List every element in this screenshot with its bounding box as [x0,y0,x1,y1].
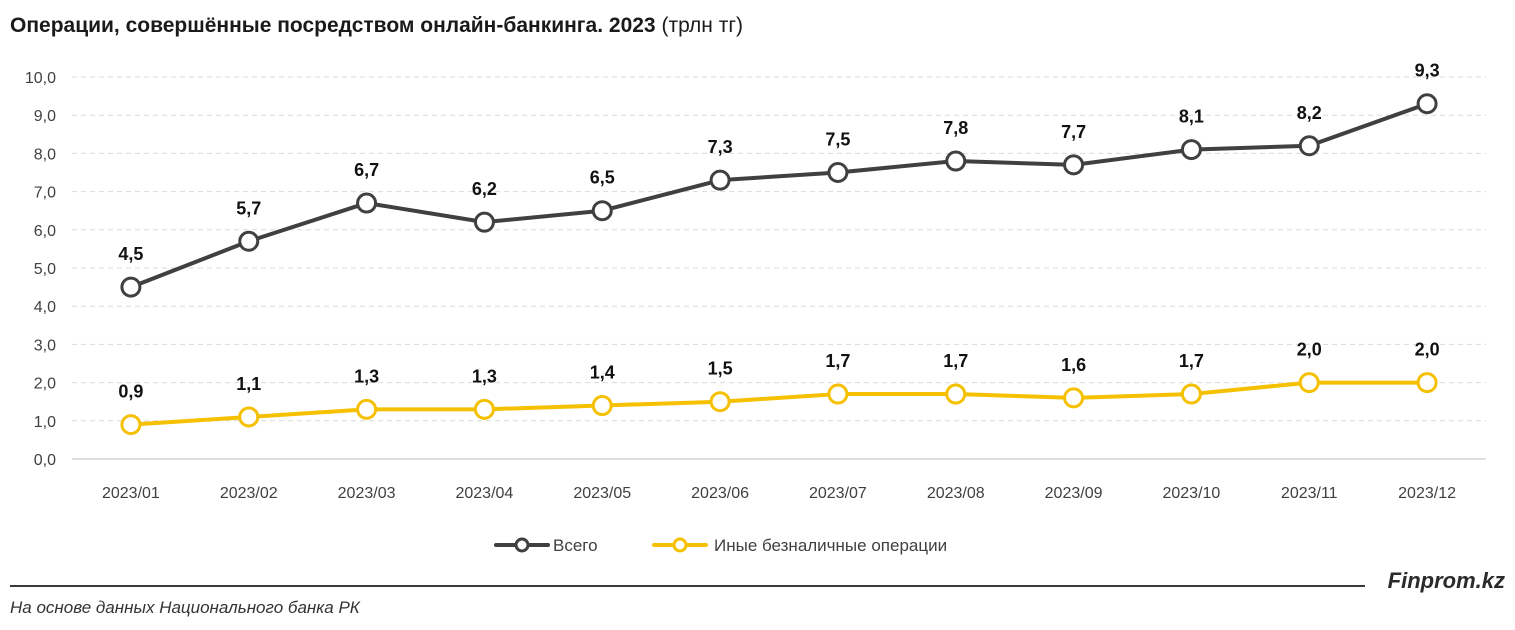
data-label: 2,0 [1297,340,1322,360]
legend-marker [672,537,688,553]
data-label: 4,5 [118,244,143,264]
chart-title: Операции, совершённые посредством онлайн… [10,14,743,38]
y-tick-label: 9,0 [34,108,56,125]
data-point [356,398,378,420]
data-point [1180,383,1202,405]
data-point [591,395,613,417]
data-label: 8,1 [1179,107,1204,127]
chart-title-main: Операции, совершённые посредством онлайн… [10,14,656,37]
brand-label: Finprom.kz [1387,568,1505,593]
data-point [945,150,967,172]
data-labels: 4,5 5,7 6,7 6,2 6,5 7,3 7,5 7,8 7,7 8,1 8,2 9,3 0,9 1… [118,61,1439,402]
data-point [238,406,260,428]
data-label: 6,2 [472,179,497,199]
data-point [1298,135,1320,157]
data-label: 7,3 [708,137,733,157]
data-point [709,169,731,191]
data-point [591,200,613,222]
data-label: 9,3 [1415,61,1440,81]
data-label: 1,7 [1179,351,1204,371]
data-point [1416,372,1438,394]
y-tick-label: 4,0 [34,299,56,316]
data-point [238,230,260,252]
data-label: 2,0 [1415,340,1440,360]
x-tick-label: 2023/05 [573,485,631,502]
x-tick-label: 2023/06 [691,485,749,502]
gridlines [72,76,1486,422]
data-point [1180,139,1202,161]
x-tick-label: 2023/01 [102,485,160,502]
axes: 0,0 1,0 2,0 3,0 4,0 5,0 6,0 7,0 8,0 9,0 10,0 2023/0… [25,70,1486,502]
data-label: 6,5 [590,168,615,188]
y-tick-label: 6,0 [34,223,56,240]
series-line-1 [128,101,1430,290]
y-tick-label: 8,0 [34,146,56,163]
y-tick-label: 10,0 [25,70,56,87]
data-point [827,162,849,183]
data-label: 0,9 [118,382,143,402]
data-label: 1,1 [236,374,261,394]
data-label: 1,6 [1061,355,1086,375]
x-tick-label: 2023/12 [1398,485,1456,502]
data-label: 1,7 [943,351,968,371]
data-point [1298,372,1320,394]
x-tick-label: 2023/08 [927,485,985,502]
legend-marker [514,537,530,553]
line-chart: 0,0 1,0 2,0 3,0 4,0 5,0 6,0 7,0 8,0 9,0 10,0 2023/0… [25,61,1486,555]
x-tick-label: 2023/03 [338,485,396,502]
data-point [473,398,495,420]
data-label: 1,5 [708,359,733,379]
data-point [1416,93,1438,115]
x-tick-label: 2023/10 [1162,485,1220,502]
y-tick-label: 7,0 [34,185,56,202]
series [120,93,1438,436]
data-point [945,383,967,405]
data-label: 7,8 [943,118,968,138]
y-tick-label: 3,0 [34,337,56,354]
y-tick-label: 2,0 [34,376,56,393]
data-label: 1,3 [472,366,497,386]
data-point [1063,154,1085,176]
y-tick-label: 1,0 [34,414,56,431]
x-tick-label: 2023/09 [1045,485,1103,502]
legend-label: Иные безналичные операции [714,536,947,555]
data-point [120,414,142,436]
data-point [120,276,142,298]
data-label: 6,7 [354,160,379,180]
data-label: 8,2 [1297,103,1322,123]
data-point [827,383,849,405]
series-line-2 [128,380,1430,427]
legend-label: Всего [553,536,598,555]
data-label: 5,7 [236,198,261,218]
y-tick-label: 0,0 [34,452,56,469]
footer-divider [10,585,1365,587]
data-label: 1,7 [825,351,850,371]
data-label: 7,7 [1061,122,1086,142]
data-point [709,391,731,413]
data-point [1063,387,1085,409]
data-label: 7,5 [825,130,850,150]
chart-title-unit: (трлн тг) [661,14,743,37]
x-tick-label: 2023/07 [809,485,867,502]
x-tick-label: 2023/04 [455,485,513,502]
data-label: 1,4 [590,363,615,383]
source-note: На основе данных Национального банка РК [10,598,360,617]
x-tick-label: 2023/11 [1281,485,1338,502]
data-label: 1,3 [354,366,379,386]
data-point [473,211,495,233]
x-tick-label: 2023/02 [220,485,278,502]
data-point [356,192,378,214]
y-tick-label: 5,0 [34,261,56,278]
legend: Всего Иные безналичные операции [494,536,947,555]
